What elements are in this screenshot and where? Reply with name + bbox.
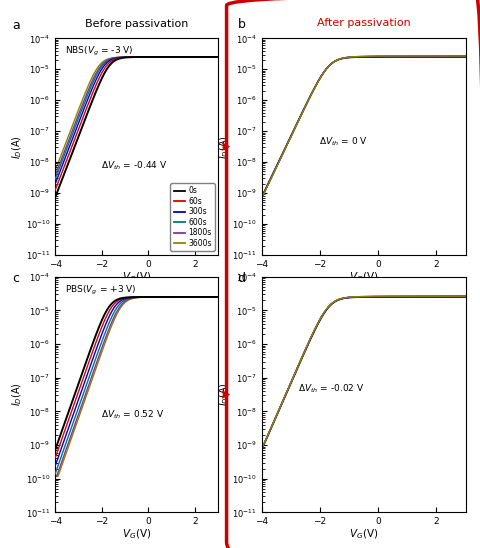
- Text: PBS($V_g$ = +3 V): PBS($V_g$ = +3 V): [65, 284, 136, 297]
- Text: NBS($V_g$ = -3 V): NBS($V_g$ = -3 V): [65, 45, 133, 58]
- Text: b: b: [238, 18, 245, 31]
- Y-axis label: $I_D$(A): $I_D$(A): [11, 135, 24, 158]
- Y-axis label: $I_D$(A): $I_D$(A): [217, 383, 231, 407]
- Text: d: d: [238, 272, 246, 286]
- Text: $\Delta V_{th}$ = -0.02 V: $\Delta V_{th}$ = -0.02 V: [298, 383, 365, 395]
- X-axis label: $V_G$(V): $V_G$(V): [349, 270, 378, 284]
- Text: Before passivation: Before passivation: [85, 19, 189, 29]
- Y-axis label: $I_D$(A): $I_D$(A): [217, 135, 231, 158]
- Y-axis label: $I_D$(A): $I_D$(A): [11, 383, 24, 407]
- X-axis label: $V_G$(V): $V_G$(V): [349, 528, 378, 541]
- Text: $\Delta V_{th}$ = 0.52 V: $\Delta V_{th}$ = 0.52 V: [101, 409, 164, 421]
- X-axis label: $V_G$(V): $V_G$(V): [122, 270, 151, 284]
- Text: After passivation: After passivation: [317, 18, 410, 27]
- Text: $\Delta V_{th}$ = 0 V: $\Delta V_{th}$ = 0 V: [319, 136, 368, 149]
- Text: c: c: [12, 272, 19, 286]
- Text: a: a: [12, 19, 20, 32]
- Legend: 0s, 60s, 300s, 600s, 1800s, 3600s: 0s, 60s, 300s, 600s, 1800s, 3600s: [170, 183, 215, 251]
- X-axis label: $V_G$(V): $V_G$(V): [122, 528, 151, 541]
- Text: $\Delta V_{th}$ = -0.44 V: $\Delta V_{th}$ = -0.44 V: [101, 159, 168, 172]
